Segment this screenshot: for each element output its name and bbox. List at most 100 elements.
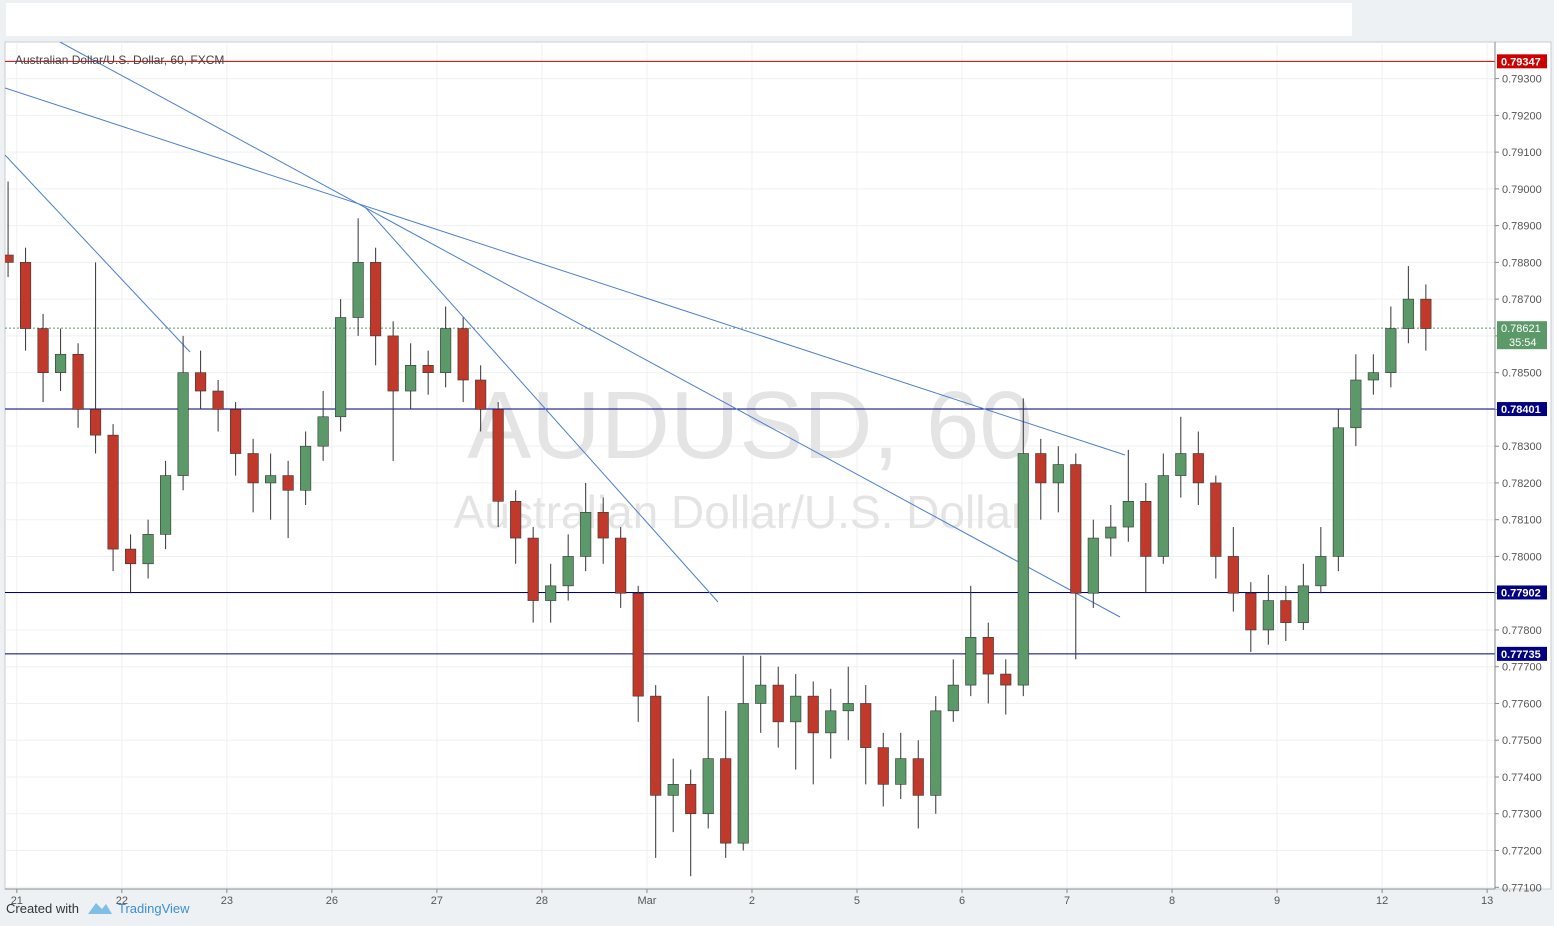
candle-body — [55, 353, 67, 373]
level-label: 0.79347 — [1501, 56, 1541, 68]
candle-body — [1332, 427, 1344, 557]
candle-body — [562, 556, 574, 587]
time-axis: 21 22 23 26 27 28 Mar 2 5 6 7 8 9 12 13 — [11, 889, 1493, 907]
candle-body — [300, 445, 312, 491]
candle-body — [475, 379, 487, 410]
level-tag — [1497, 402, 1547, 417]
candle-body — [877, 747, 889, 785]
candle-body — [965, 637, 977, 686]
y-tick-label: 0.78900 — [1502, 221, 1542, 233]
candle-body — [1157, 475, 1169, 557]
y-tick-label: 0.78000 — [1502, 551, 1542, 563]
candle-body — [930, 710, 942, 796]
y-tick-label: 0.78500 — [1502, 368, 1542, 380]
candle-body — [1105, 526, 1117, 539]
x-tick-label: 22 — [116, 895, 128, 907]
y-tick-label: 0.78700 — [1502, 294, 1542, 306]
candle-body — [1122, 501, 1134, 528]
candle-body — [492, 409, 504, 502]
level-tag — [1497, 54, 1547, 69]
candle-body — [317, 416, 329, 447]
level-label: 0.77735 — [1501, 649, 1541, 661]
candle-body — [37, 328, 49, 373]
candle-body — [5, 254, 14, 263]
candle-body — [405, 365, 417, 392]
y-tick-label: 0.79000 — [1502, 184, 1542, 196]
brand-logo — [88, 903, 112, 914]
watermark: AUDUSD, 60 — [467, 372, 1033, 479]
x-tick-label: Mar — [637, 895, 656, 907]
candle-body — [947, 684, 959, 712]
y-tick-label: 0.79100 — [1502, 147, 1542, 159]
candle-body — [720, 758, 732, 844]
candle-body — [1367, 372, 1379, 381]
candle-body — [842, 703, 854, 712]
candle-body — [1192, 453, 1204, 484]
candle-body — [195, 372, 207, 392]
countdown: 35:54 — [1509, 337, 1537, 349]
level-tag — [1497, 646, 1547, 661]
candle-body — [1052, 464, 1064, 484]
level-label: 0.77902 — [1501, 587, 1541, 599]
x-tick-label: 7 — [1064, 895, 1070, 907]
level-label: 0.78401 — [1501, 404, 1541, 416]
chart-title: Australian Dollar/U.S. Dollar, 60, FXCM — [15, 53, 224, 67]
candle-body — [755, 684, 767, 704]
x-tick-label: 28 — [536, 895, 548, 907]
axes: 0.77100 0.77200 0.77300 0.77400 0.77500 0.776… — [1495, 54, 1547, 894]
trend-lines — [5, 42, 1126, 618]
candle-body — [422, 365, 434, 373]
candle-body — [807, 695, 819, 734]
x-tick-label: 26 — [326, 895, 338, 907]
candle-body — [685, 784, 697, 815]
watermark-subtitle: Australian Dollar/U.S. Dollar — [454, 486, 1027, 538]
trend-line — [59, 42, 1121, 618]
candle-body — [160, 475, 172, 535]
x-tick-label: 5 — [854, 895, 860, 907]
x-tick-label: 12 — [1376, 895, 1388, 907]
candle-body — [1245, 592, 1257, 631]
last-price-tag — [1497, 321, 1547, 350]
candle-body — [912, 758, 924, 796]
candle-body — [1280, 600, 1292, 623]
candle-body — [1175, 453, 1187, 476]
footer-brand[interactable]: TradingView — [118, 901, 190, 916]
candle-body — [265, 475, 277, 484]
y-tick-label: 0.77800 — [1502, 625, 1542, 637]
y-tick-label: 0.79300 — [1502, 74, 1542, 86]
candle-body — [1035, 453, 1047, 484]
candle-body — [387, 335, 399, 392]
candle-body — [895, 758, 907, 785]
y-tick-label: 0.77200 — [1502, 846, 1542, 858]
y-tick-label: 0.78300 — [1502, 441, 1542, 453]
trend-line — [5, 87, 1126, 456]
candle-body — [282, 475, 294, 491]
y-tick-label: 0.77300 — [1502, 809, 1542, 821]
candle-body — [790, 695, 802, 723]
candle-body — [825, 710, 837, 734]
y-tick-label: 0.78100 — [1502, 515, 1542, 527]
candle-body — [1140, 501, 1152, 557]
candle-body — [667, 784, 679, 796]
x-tick-label: 9 — [1274, 895, 1280, 907]
y-tick-label: 0.77600 — [1502, 698, 1542, 710]
candle-body — [440, 328, 452, 373]
grid — [5, 42, 1495, 888]
y-tick-label: 0.77500 — [1502, 735, 1542, 747]
candle-body — [20, 262, 32, 329]
candle-body — [545, 585, 557, 601]
y-tick-label: 0.77700 — [1502, 662, 1542, 674]
candle-body — [352, 262, 364, 318]
y-tick-label: 0.77100 — [1502, 882, 1542, 894]
candle-body — [860, 703, 872, 748]
last-price-label: 0.78621 — [1501, 323, 1541, 335]
candles — [5, 181, 1432, 877]
candle-body — [1210, 482, 1222, 557]
candle-body — [107, 434, 119, 550]
candle-body — [1017, 453, 1029, 686]
levels — [5, 60, 1495, 655]
candle-body — [335, 317, 347, 418]
x-tick-label: 23 — [221, 895, 233, 907]
